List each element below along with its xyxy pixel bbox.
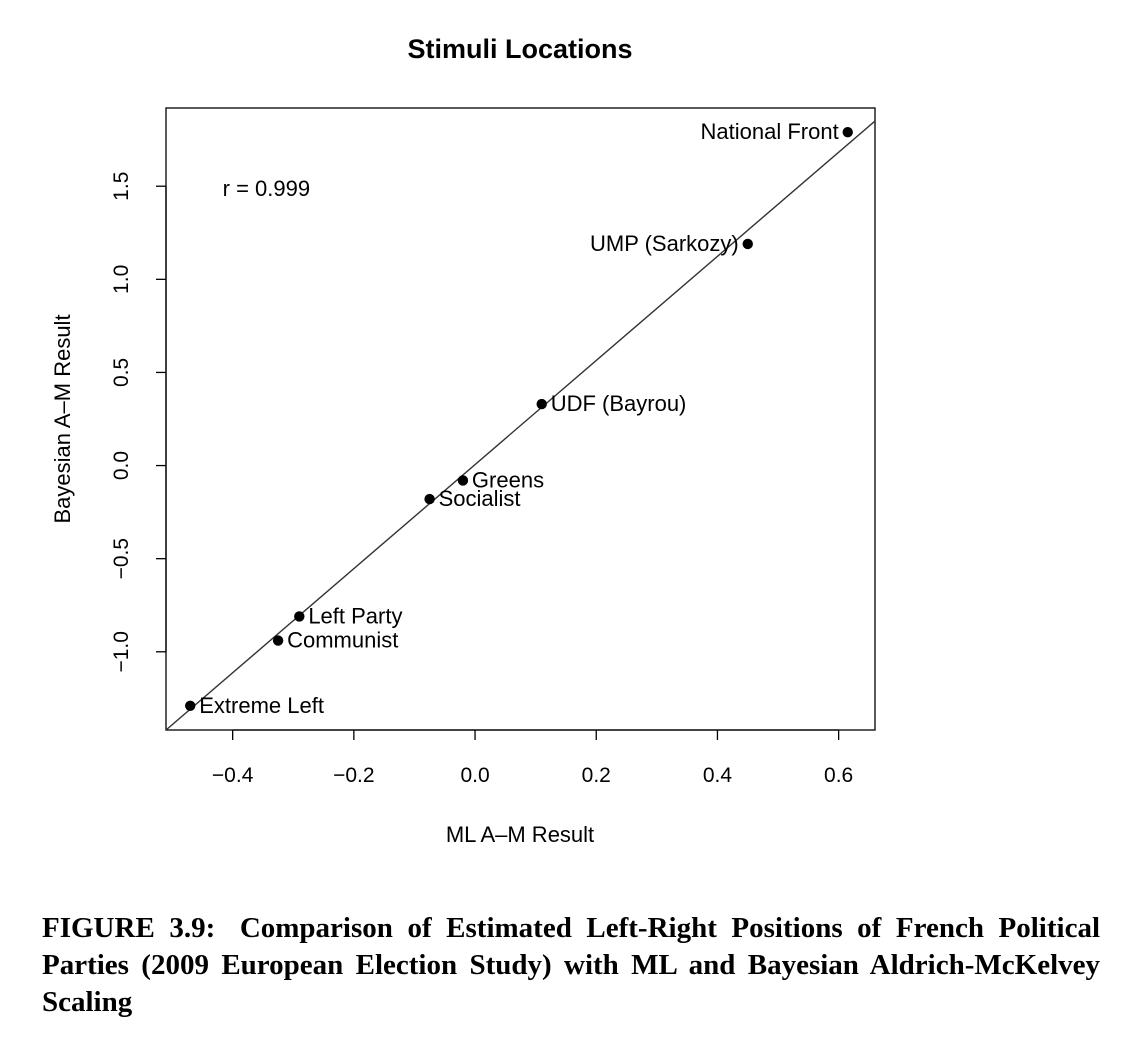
point-label: Left Party (308, 603, 402, 628)
point-label: National Front (701, 119, 839, 144)
chart-title: Stimuli Locations (407, 34, 632, 64)
point-label: Extreme Left (199, 693, 324, 718)
x-tick-label: −0.4 (212, 764, 254, 787)
y-tick-label: −0.5 (110, 538, 133, 579)
point-label: Communist (287, 628, 398, 653)
plot-frame (165, 107, 876, 731)
x-axis: −0.4 −0.2 0.0 0.2 0.4 0.6 (212, 729, 853, 787)
y-axis: −1.0 −0.5 0.0 0.5 1.0 1.5 (110, 172, 167, 673)
x-axis-label: ML A–M Result (446, 822, 594, 847)
data-point (536, 398, 547, 410)
x-tick-label: 0.2 (582, 764, 611, 787)
y-axis-label: Bayesian A–M Result (50, 314, 75, 523)
data-point (457, 475, 469, 486)
y-tick-label: 0.0 (110, 451, 133, 480)
data-point (185, 700, 196, 711)
point-label: UDF (Bayrou) (551, 391, 687, 416)
y-tick-label: 1.0 (110, 265, 133, 294)
data-point (424, 493, 435, 505)
point-label: Socialist (439, 486, 521, 511)
x-tick-label: 0.0 (460, 764, 489, 787)
point-label: UMP (Sarkozy) (590, 231, 739, 256)
data-point (842, 127, 853, 138)
y-tick-label: 1.5 (110, 172, 133, 201)
figure-caption-label: FIGURE 3.9: (42, 912, 216, 944)
figure-caption: FIGURE 3.9: Comparison of Estimated Left… (42, 910, 1100, 1021)
fit-line (166, 120, 875, 730)
data-point (272, 635, 284, 646)
x-tick-label: 0.6 (824, 764, 853, 787)
correlation-annotation: r = 0.999 (223, 176, 310, 201)
stimuli-scatter-chart: Stimuli Locations −0.4 −0.2 0.0 0.2 0.4 0.6 −… (50, 34, 876, 847)
point-label: Greens (472, 467, 544, 492)
figure-caption-text: Comparison of Estimated Left-Right Posit… (42, 912, 1100, 1018)
y-tick-label: 0.5 (110, 358, 133, 387)
x-tick-label: 0.4 (703, 764, 733, 787)
data-point (294, 611, 305, 622)
data-points: National Front UMP (Sarkozy) UDF (Bayrou) G… (185, 119, 853, 718)
data-point (742, 238, 753, 250)
x-tick-label: −0.2 (333, 764, 374, 787)
y-tick-label: −1.0 (110, 631, 133, 672)
